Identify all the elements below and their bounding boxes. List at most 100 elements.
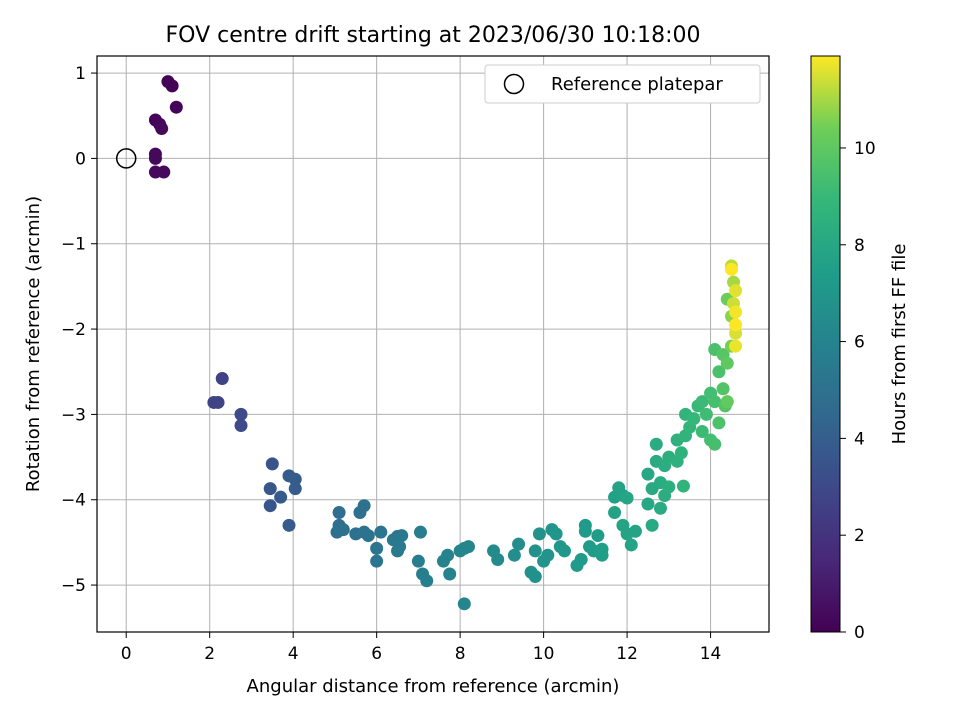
x-tick-label: 0 bbox=[121, 644, 132, 664]
colorbar-ticks: 0 2 4 6 8 10 bbox=[840, 139, 876, 643]
reference-platepar-marker bbox=[115, 148, 137, 169]
scatter-point bbox=[274, 490, 288, 504]
scatter-point bbox=[288, 472, 302, 486]
y-tick-label: −1 bbox=[61, 235, 86, 255]
scatter-point bbox=[729, 284, 743, 298]
x-tick-label: 14 bbox=[700, 644, 722, 664]
colorbar-tick-label: 4 bbox=[854, 429, 865, 449]
scatter-point bbox=[263, 499, 277, 513]
legend-marker bbox=[503, 73, 525, 95]
scatter-point bbox=[528, 570, 542, 584]
scatter-point bbox=[595, 542, 609, 556]
scatter-point bbox=[211, 395, 225, 409]
colorbar-tick-label: 8 bbox=[854, 236, 865, 256]
scatter-point bbox=[624, 538, 638, 552]
scatter-point bbox=[157, 165, 171, 179]
scatter-point bbox=[234, 407, 248, 421]
y-tick-label: −5 bbox=[61, 576, 86, 596]
scatter-point bbox=[357, 499, 371, 513]
x-tick-label: 10 bbox=[533, 644, 555, 664]
x-tick-label: 2 bbox=[204, 644, 215, 664]
scatter-point bbox=[716, 382, 730, 396]
scatter-point bbox=[712, 416, 726, 430]
scatter-point bbox=[374, 525, 388, 539]
scatter-point bbox=[370, 541, 384, 555]
chart-title: FOV centre drift starting at 2023/06/30 … bbox=[166, 23, 701, 48]
y-tick-label: −3 bbox=[61, 405, 86, 425]
scatter-point bbox=[708, 395, 722, 409]
scatter-point bbox=[420, 574, 434, 588]
scatter-point bbox=[724, 262, 738, 276]
scatter-point bbox=[528, 544, 542, 558]
scatter-point bbox=[461, 540, 475, 554]
scatter-point bbox=[662, 480, 676, 494]
scatter-point bbox=[549, 527, 563, 541]
scatter-point bbox=[413, 525, 427, 539]
scatter-point bbox=[282, 518, 296, 532]
scatter-point bbox=[674, 446, 688, 460]
scatter-point bbox=[532, 527, 546, 541]
y-axis-ticks: 1 0 −1 −2 −3 −4 −5 bbox=[61, 64, 97, 596]
scatter-point bbox=[557, 544, 571, 558]
scatter-point bbox=[457, 597, 471, 611]
scatter-point bbox=[507, 548, 521, 562]
scatter-point bbox=[653, 501, 667, 515]
scatter-point bbox=[148, 151, 162, 165]
scatter-point bbox=[708, 437, 722, 451]
scatter-point bbox=[676, 479, 690, 493]
scatter-point bbox=[608, 506, 622, 520]
plot-area-frame bbox=[96, 55, 770, 633]
scatter-point bbox=[687, 412, 701, 426]
colorbar bbox=[810, 55, 841, 633]
scatter-point bbox=[263, 482, 277, 496]
scatter-point bbox=[361, 529, 375, 543]
y-tick-label: 1 bbox=[75, 64, 86, 84]
scatter-point bbox=[169, 100, 183, 114]
grid-lines bbox=[97, 56, 769, 632]
scatter-point bbox=[641, 467, 655, 481]
x-tick-label: 8 bbox=[455, 644, 466, 664]
scatter-point bbox=[645, 518, 659, 532]
scatter-point bbox=[265, 457, 279, 471]
x-tick-label: 6 bbox=[371, 644, 382, 664]
y-tick-label: −4 bbox=[61, 491, 86, 511]
scatter-point bbox=[393, 540, 407, 554]
scatter-point bbox=[591, 529, 605, 543]
scatter-point bbox=[628, 524, 642, 538]
x-axis-label: Angular distance from reference (arcmin) bbox=[247, 676, 620, 697]
scatter-point bbox=[720, 395, 734, 409]
scatter-points bbox=[148, 75, 743, 611]
y-axis-label: Rotation from reference (arcmin) bbox=[23, 196, 44, 492]
colorbar-tick-label: 10 bbox=[854, 139, 876, 159]
scatter-point bbox=[288, 482, 302, 496]
x-tick-label: 12 bbox=[616, 644, 638, 664]
colorbar-label: Hours from first FF file bbox=[889, 244, 910, 445]
scatter-point bbox=[541, 548, 555, 562]
colorbar-tick-label: 6 bbox=[854, 333, 865, 353]
scatter-point bbox=[443, 567, 457, 581]
scatter-point bbox=[336, 523, 350, 537]
y-tick-label: 0 bbox=[75, 149, 86, 169]
colorbar-tick-label: 2 bbox=[854, 526, 865, 546]
x-tick-label: 4 bbox=[288, 644, 299, 664]
scatter-point bbox=[649, 437, 663, 451]
legend-box bbox=[484, 64, 761, 104]
x-axis-ticks: 0 2 4 6 8 10 12 14 bbox=[121, 632, 722, 664]
scatter-point bbox=[215, 372, 229, 386]
y-tick-label: −2 bbox=[61, 320, 86, 340]
scatter-point bbox=[729, 318, 743, 332]
scatter-point bbox=[699, 407, 713, 421]
scatter-point bbox=[574, 552, 588, 566]
scatter-point bbox=[332, 506, 346, 520]
scatter-point bbox=[441, 548, 455, 562]
scatter-point bbox=[411, 554, 425, 568]
scatter-point bbox=[155, 122, 169, 136]
scatter-point bbox=[578, 524, 592, 538]
scatter-point bbox=[712, 365, 726, 379]
scatter-point bbox=[165, 79, 179, 93]
scatter-point bbox=[620, 491, 634, 505]
scatter-point bbox=[512, 537, 526, 551]
scatter-point bbox=[234, 418, 248, 432]
scatter-point bbox=[729, 305, 743, 319]
